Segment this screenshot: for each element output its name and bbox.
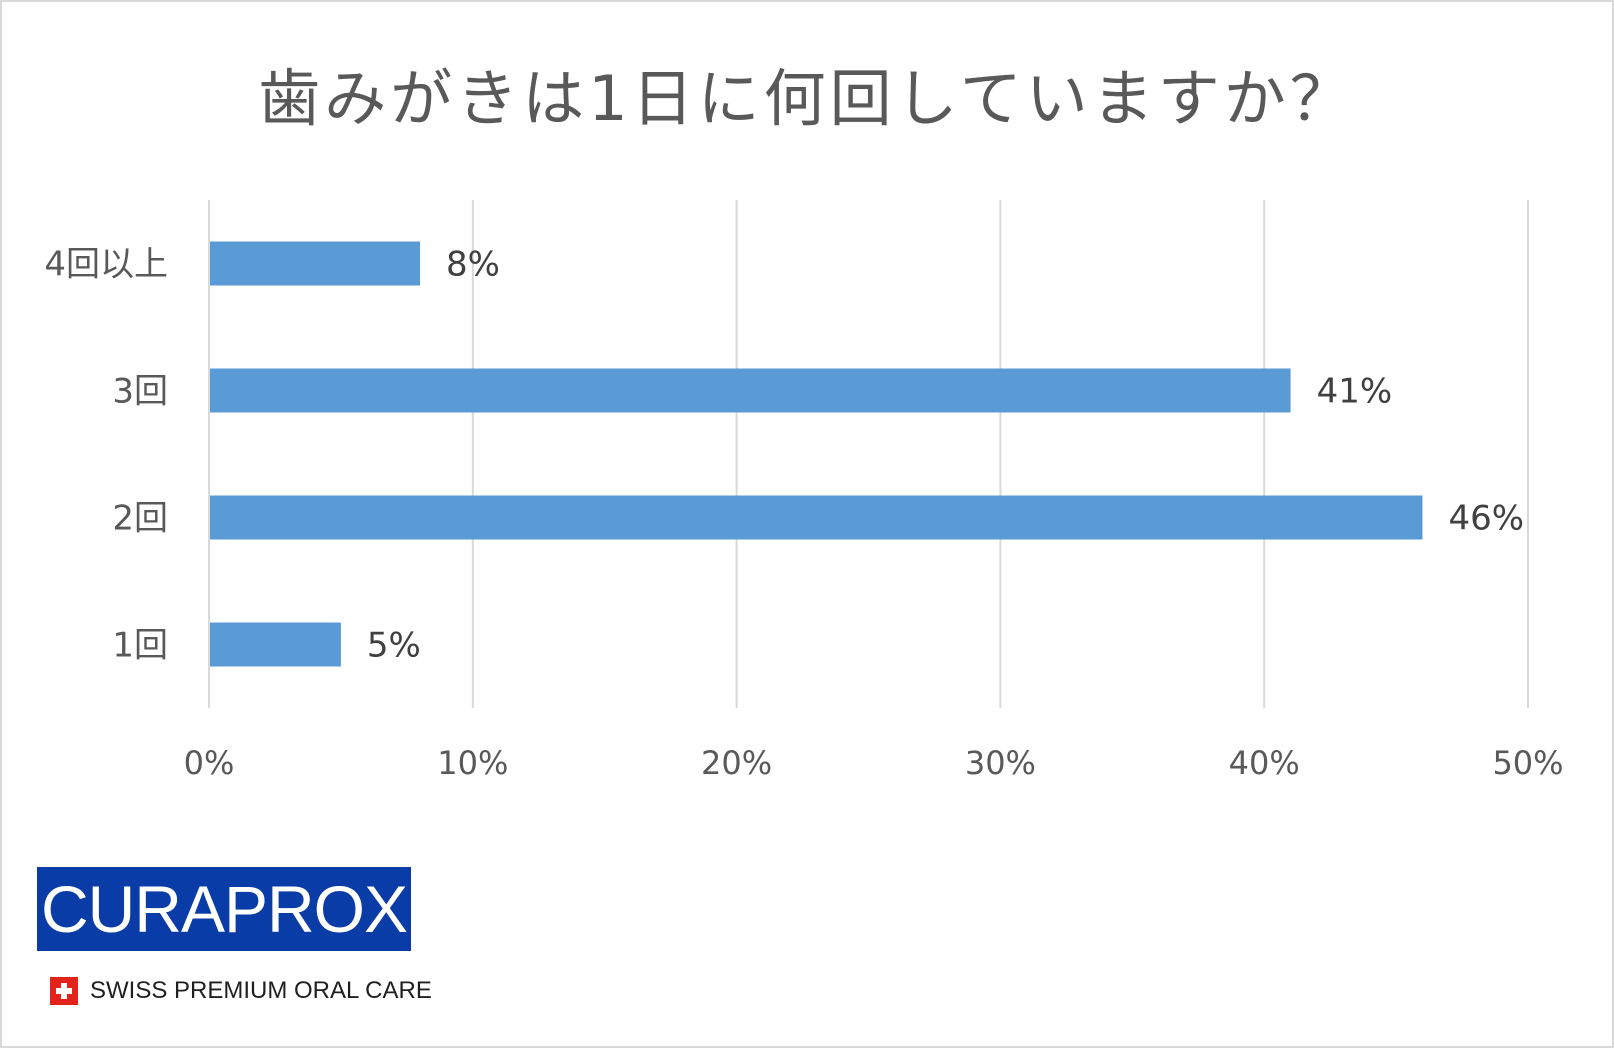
gridlines	[208, 200, 1529, 708]
category-label: 2回	[112, 499, 168, 539]
value-label: 46%	[1448, 499, 1524, 539]
value-labels: 8% 41% 46% 5%	[367, 245, 1524, 666]
bars	[210, 241, 1423, 667]
bar	[210, 368, 1291, 413]
swiss-flag-icon	[50, 977, 78, 1005]
category-label: 1回	[112, 626, 168, 666]
x-tick-label: 0%	[184, 744, 235, 782]
category-labels: 4回以上 3回 2回 1回	[44, 245, 168, 666]
tagline: SWISS PREMIUM ORAL CARE	[90, 977, 432, 1004]
curaprox-logo: CURAPROX	[37, 867, 411, 951]
x-tick-label: 50%	[1492, 744, 1563, 782]
x-tick-labels: 0% 10% 20% 30% 40% 50%	[184, 744, 1564, 782]
category-label: 3回	[112, 372, 168, 412]
value-label: 8%	[446, 245, 500, 285]
category-label: 4回以上	[44, 245, 168, 285]
value-label: 41%	[1317, 372, 1393, 412]
chart-title: 歯みがきは1日に何回していますか？	[258, 62, 1356, 135]
bar	[210, 495, 1423, 540]
x-tick-label: 40%	[1229, 744, 1300, 782]
x-tick-label: 30%	[965, 744, 1036, 782]
logo-text: CURAPROX	[40, 872, 408, 946]
bar	[210, 241, 421, 286]
x-tick-label: 20%	[701, 744, 772, 782]
bar	[210, 622, 341, 667]
x-tick-label: 10%	[437, 744, 508, 782]
value-label: 5%	[367, 626, 421, 666]
